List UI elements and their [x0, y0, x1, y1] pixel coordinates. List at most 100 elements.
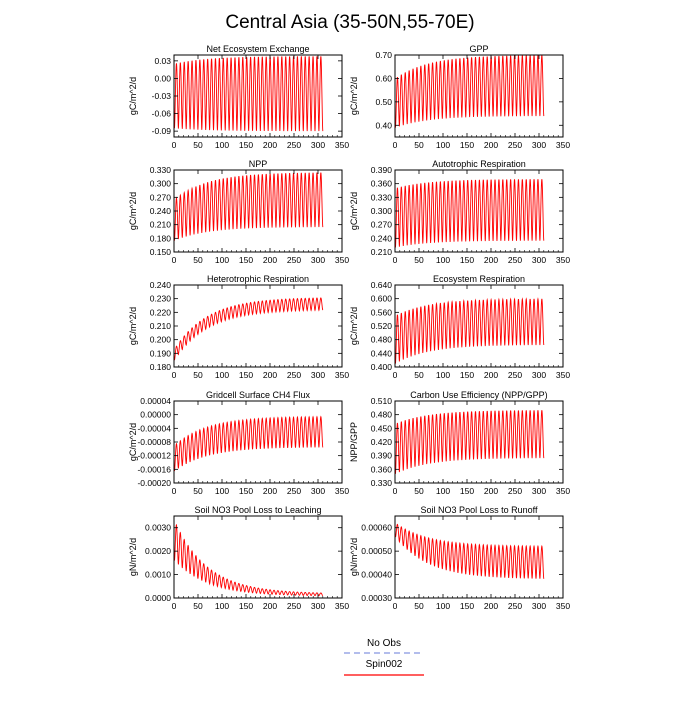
x-tick-label: 200 — [484, 486, 498, 496]
x-tick-label: 50 — [193, 601, 203, 611]
panel-5: Heterotrophic Respiration gC/m^2/d 0 50 100 1… — [128, 274, 349, 380]
y-tick-label: 0.00 — [154, 73, 171, 83]
x-tick-label: 250 — [508, 486, 522, 496]
y-tick-label: -0.06 — [152, 109, 172, 119]
y-axis-label: gC/m^2/d — [128, 192, 138, 230]
panel-3: NPP gC/m^2/d 0 50 100 150 200 250 300 350 0.150 0.1… — [128, 159, 349, 265]
x-tick-label: 300 — [532, 370, 546, 380]
panel-9: Soil NO3 Pool Loss to Leaching gN/m^2/d 0 5… — [128, 505, 349, 611]
y-tick-label: -0.00008 — [137, 437, 171, 447]
panel-title: GPP — [469, 44, 488, 54]
x-tick-label: 200 — [484, 370, 498, 380]
x-tick-label: 250 — [508, 140, 522, 150]
y-axis-label: NPP/GPP — [349, 422, 359, 462]
y-tick-label: 0.70 — [375, 50, 392, 60]
x-tick-label: 200 — [263, 486, 277, 496]
y-tick-label: 0.00004 — [140, 396, 171, 406]
y-tick-label: 0.330 — [150, 165, 172, 175]
x-tick-label: 300 — [311, 370, 325, 380]
plot-frame — [394, 54, 564, 138]
x-tick-label: 350 — [335, 370, 349, 380]
x-tick-label: 350 — [335, 140, 349, 150]
x-tick-label: 200 — [484, 140, 498, 150]
x-tick-label: 100 — [436, 601, 450, 611]
panel-7: Gridcell Surface CH4 Flux gC/m^2/d 0 50 100 1… — [128, 390, 349, 496]
series-line-1 — [395, 523, 545, 579]
x-tick-label: 350 — [556, 601, 570, 611]
x-tick-label: 350 — [556, 255, 570, 265]
x-tick-label: 350 — [335, 601, 349, 611]
series-line-1 — [174, 56, 324, 132]
panel-1: Net Ecosystem Exchange gC/m^2/d 0 50 100 150 2… — [128, 44, 349, 150]
plot-frame — [173, 515, 343, 599]
x-tick-label: 200 — [263, 601, 277, 611]
y-tick-label: 0.0010 — [145, 570, 171, 580]
x-tick-label: 100 — [215, 486, 229, 496]
y-tick-label: 0.330 — [371, 478, 393, 488]
y-tick-label: 0.480 — [371, 410, 393, 420]
y-axis-label: gC/m^2/d — [128, 423, 138, 461]
y-tick-label: 0.300 — [150, 179, 172, 189]
x-tick-label: 200 — [263, 140, 277, 150]
y-tick-label: 0.440 — [371, 348, 393, 358]
y-tick-label: 0.00000 — [140, 410, 171, 420]
y-tick-label: 0.600 — [371, 294, 393, 304]
y-tick-label: 0.190 — [150, 348, 172, 358]
y-tick-label: 0.180 — [150, 233, 172, 243]
x-tick-label: 300 — [532, 255, 546, 265]
panel-title: Gridcell Surface CH4 Flux — [206, 390, 311, 400]
legend-label-no-obs: No Obs — [367, 638, 401, 649]
x-tick-label: 0 — [172, 601, 177, 611]
x-tick-label: 100 — [436, 370, 450, 380]
y-tick-label: 0.210 — [371, 247, 393, 257]
y-tick-label: 0.510 — [371, 396, 393, 406]
panel-grid: Net Ecosystem Exchange gC/m^2/d 0 50 100 150 2… — [128, 44, 570, 611]
x-tick-label: 250 — [287, 255, 301, 265]
series-line-1 — [395, 55, 545, 128]
y-tick-label: 0.330 — [371, 192, 393, 202]
x-tick-label: 100 — [215, 370, 229, 380]
x-tick-label: 300 — [311, 255, 325, 265]
panel-6: Ecosystem Respiration gC/m^2/d 0 50 100 150 20… — [349, 274, 570, 380]
x-tick-label: 100 — [215, 601, 229, 611]
panel-title: Carbon Use Efficiency (NPP/GPP) — [410, 390, 547, 400]
x-tick-label: 50 — [193, 255, 203, 265]
plot-frame — [394, 515, 564, 599]
panel-10: Soil NO3 Pool Loss to Runoff gN/m^2/d 0 50 1… — [349, 505, 570, 611]
y-tick-label: 0.520 — [371, 321, 393, 331]
x-tick-label: 150 — [460, 255, 474, 265]
y-tick-label: 0.390 — [371, 165, 393, 175]
x-tick-label: 250 — [508, 370, 522, 380]
y-tick-label: 0.220 — [150, 307, 172, 317]
y-tick-label: 0.40 — [375, 120, 392, 130]
y-tick-label: 0.480 — [371, 335, 393, 345]
x-tick-label: 250 — [508, 601, 522, 611]
y-tick-label: 0.230 — [150, 294, 172, 304]
y-axis-label: gN/m^2/d — [128, 538, 138, 576]
figure-title: Central Asia (35-50N,55-70E) — [225, 12, 474, 33]
x-tick-label: 350 — [335, 486, 349, 496]
series-line-1 — [174, 297, 324, 361]
x-tick-label: 150 — [460, 370, 474, 380]
panel-title: Ecosystem Respiration — [433, 274, 525, 284]
x-tick-label: 0 — [172, 255, 177, 265]
x-tick-label: 250 — [287, 601, 301, 611]
y-tick-label: 0.270 — [371, 220, 393, 230]
x-tick-label: 0 — [393, 601, 398, 611]
x-tick-label: 300 — [311, 486, 325, 496]
x-tick-label: 100 — [215, 255, 229, 265]
panel-title: Net Ecosystem Exchange — [206, 44, 309, 54]
y-tick-label: 0.60 — [375, 73, 392, 83]
x-tick-label: 250 — [287, 486, 301, 496]
x-tick-label: 150 — [460, 601, 474, 611]
y-tick-label: 0.240 — [150, 280, 172, 290]
y-tick-label: -0.09 — [152, 126, 172, 136]
y-tick-label: -0.03 — [152, 91, 172, 101]
y-tick-label: 0.560 — [371, 307, 393, 317]
x-tick-label: 350 — [335, 255, 349, 265]
x-tick-label: 150 — [239, 370, 253, 380]
x-tick-label: 150 — [460, 140, 474, 150]
y-tick-label: 0.50 — [375, 97, 392, 107]
x-tick-label: 150 — [239, 601, 253, 611]
series-line-1 — [174, 172, 324, 241]
